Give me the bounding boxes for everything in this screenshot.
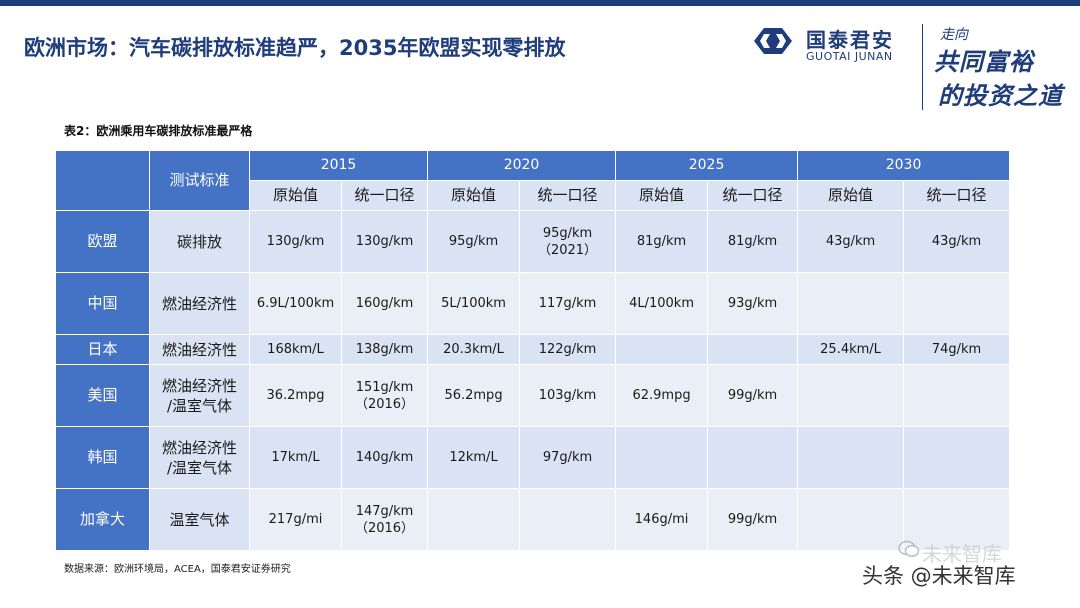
year-header: 2030 [797, 150, 1011, 181]
value-cell: 122g/km [519, 334, 617, 365]
value-cell [707, 426, 799, 489]
value-cell: 146g/mi [615, 488, 709, 551]
region-cell: 日本 [55, 334, 150, 365]
subheader: 原始值 [249, 180, 342, 211]
slide-title: 欧洲市场：汽车碳排放标准趋严，2035年欧盟实现零排放 [24, 36, 566, 60]
value-cell: 56.2mpg [427, 364, 521, 427]
value-cell: 62.9mpg [615, 364, 709, 427]
corner-cell [55, 150, 150, 211]
value-cell [615, 334, 709, 365]
value-cell: 130g/km [249, 210, 342, 273]
value-cell: 36.2mpg [249, 364, 342, 427]
logo-name-en: GUOTAI JUNAN [806, 50, 893, 63]
table-body: 欧盟 碳排放 130g/km 130g/km 95g/km 95g/km （2021） 81… [55, 210, 1011, 551]
value-cell [903, 426, 1011, 489]
region-cell: 中国 [55, 272, 150, 335]
subheader: 统一口径 [707, 180, 799, 211]
table-caption: 表2：欧洲乘用车碳排放标准最严格 [64, 124, 253, 138]
table-row: 欧盟 碳排放 130g/km 130g/km 95g/km 95g/km （2021） 81… [55, 210, 1011, 273]
wechat-icon [898, 540, 920, 557]
value-cell: 74g/km [903, 334, 1011, 365]
value-cell: 168km/L [249, 334, 342, 365]
value-cell [615, 426, 709, 489]
value-cell: 99g/km [707, 488, 799, 551]
value-cell: 95g/km （2021） [519, 210, 617, 273]
value-cell: 6.9L/100km [249, 272, 342, 335]
guotai-junan-logo-icon [754, 28, 792, 54]
top-accent-bar [0, 0, 1080, 6]
region-cell: 加拿大 [55, 488, 150, 551]
value-cell [797, 272, 905, 335]
table-row: 美国 燃油经济性 /温室气体 36.2mpg 151g/km （2016） 56.2mp… [55, 364, 1011, 427]
data-source-note: 数据来源：欧洲环境局，ACEA，国泰君安证券研究 [64, 564, 291, 575]
value-cell [797, 488, 905, 551]
value-cell: 20.3km/L [427, 334, 521, 365]
logo-name-cn: 国泰君安 [806, 28, 894, 52]
value-cell [903, 488, 1011, 551]
value-cell: 25.4km/L [797, 334, 905, 365]
standard-cell: 燃油经济性 /温室气体 [149, 364, 250, 427]
value-cell: 103g/km [519, 364, 617, 427]
value-cell: 130g/km [340, 210, 429, 273]
year-header: 2015 [248, 150, 429, 181]
value-cell: 12km/L [427, 426, 521, 489]
value-cell: 117g/km [519, 272, 617, 335]
value-cell [707, 334, 799, 365]
subheader: 统一口径 [519, 180, 617, 211]
value-cell: 217g/mi [249, 488, 342, 551]
header-test-standard: 测试标准 [149, 150, 250, 211]
year-header: 2025 [615, 150, 799, 181]
value-cell: 147g/km （2016） [340, 488, 429, 551]
value-cell: 17km/L [249, 426, 342, 489]
value-cell: 4L/100km [615, 272, 709, 335]
value-cell [797, 426, 905, 489]
company-logo: 国泰君安 GUOTAI JUNAN [750, 24, 910, 64]
year-header: 2020 [427, 150, 617, 181]
value-cell: 81g/km [707, 210, 799, 273]
slogan-line-2: 共同富裕 [934, 47, 1034, 76]
value-cell [427, 488, 521, 551]
value-cell: 43g/km [903, 210, 1011, 273]
emission-standards-table: 测试标准 2015 2020 2025 2030 原始值 统一口径 原始值 统一… [55, 150, 1011, 551]
value-cell: 160g/km [340, 272, 429, 335]
watermark: 头条 @未来智库 [862, 564, 1016, 588]
region-cell: 美国 [55, 364, 150, 427]
slogan-line-1: 走向 [940, 27, 968, 43]
value-cell [903, 272, 1011, 335]
value-cell: 97g/km [519, 426, 617, 489]
logo-divider [922, 24, 923, 110]
value-cell: 5L/100km [427, 272, 521, 335]
table-row: 韩国 燃油经济性 /温室气体 17km/L 140g/km 12km/L 97g/km [55, 426, 1011, 489]
value-cell: 81g/km [615, 210, 709, 273]
value-cell: 99g/km [707, 364, 799, 427]
slogan-line-3: 的投资之道 [938, 81, 1063, 110]
subheader: 原始值 [427, 180, 521, 211]
value-cell: 151g/km （2016） [340, 364, 429, 427]
watermark-faint: 未来智库 [922, 542, 1002, 566]
standard-cell: 燃油经济性 [149, 334, 250, 365]
value-cell: 43g/km [797, 210, 905, 273]
value-cell: 93g/km [707, 272, 799, 335]
subheader: 统一口径 [340, 180, 429, 211]
standard-cell: 碳排放 [149, 210, 250, 273]
region-cell: 欧盟 [55, 210, 150, 273]
slogan: 走向 共同富裕 的投资之道 [932, 24, 1072, 114]
subheader: 原始值 [615, 180, 709, 211]
table-row: 加拿大 温室气体 217g/mi 147g/km （2016） 146g/mi 99g/k… [55, 488, 1011, 551]
standard-cell: 燃油经济性 /温室气体 [149, 426, 250, 489]
value-cell: 138g/km [340, 334, 429, 365]
value-cell [797, 364, 905, 427]
standard-cell: 燃油经济性 [149, 272, 250, 335]
value-cell: 95g/km [427, 210, 521, 273]
subheader: 统一口径 [903, 180, 1011, 211]
value-cell: 140g/km [340, 426, 429, 489]
table-row: 日本 燃油经济性 168km/L 138g/km 20.3km/L 122g/km 25.4… [55, 334, 1011, 365]
subheader: 原始值 [797, 180, 905, 211]
value-cell [519, 488, 617, 551]
region-cell: 韩国 [55, 426, 150, 489]
value-cell [903, 364, 1011, 427]
table-row: 中国 燃油经济性 6.9L/100km 160g/km 5L/100km 117g/km 4… [55, 272, 1011, 335]
standard-cell: 温室气体 [149, 488, 250, 551]
